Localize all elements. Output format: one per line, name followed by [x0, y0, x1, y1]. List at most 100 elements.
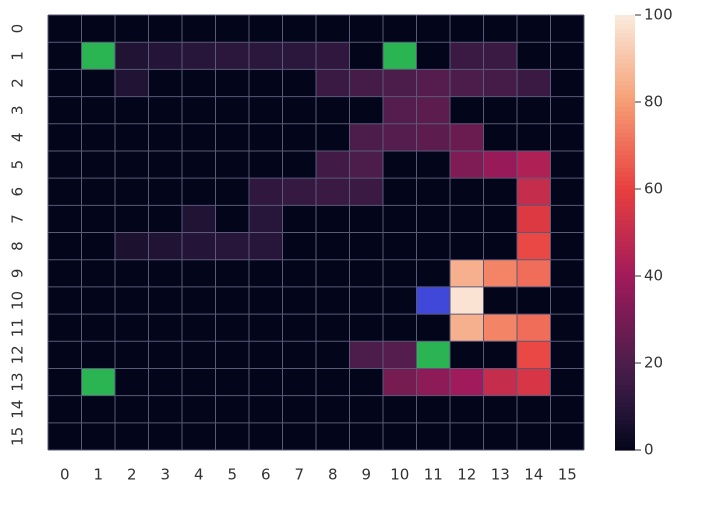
heatmap-cell — [349, 314, 383, 342]
colorbar-segment — [615, 419, 635, 425]
colorbar-segment — [615, 102, 635, 107]
heatmap-cell — [182, 205, 216, 233]
colorbar-segment — [615, 371, 635, 377]
heatmap-cell — [249, 205, 283, 233]
heatmap-cell — [282, 123, 316, 151]
colorbar-segment — [615, 271, 635, 277]
heatmap-cell — [81, 422, 115, 450]
heatmap-cell — [517, 286, 551, 315]
heatmap-cell — [182, 15, 216, 43]
heatmap-cell — [316, 368, 350, 396]
heatmap-cell — [148, 395, 182, 423]
heatmap-cell — [249, 314, 283, 342]
heatmap-cell — [517, 205, 551, 233]
heatmap-cell — [416, 368, 450, 396]
heatmap-cell — [517, 422, 551, 450]
colorbar-segment — [615, 23, 635, 29]
heatmap-cell — [416, 205, 450, 233]
heatmap-cell — [517, 341, 551, 369]
colorbar-segment — [615, 410, 635, 416]
heatmap-cell — [383, 232, 417, 260]
heatmap-cell — [115, 15, 149, 43]
y-tick-label: 12 — [9, 345, 27, 364]
colorbar-segment — [615, 306, 635, 312]
heatmap-cell — [48, 286, 82, 315]
heatmap-cell — [148, 314, 182, 342]
heatmap-cell — [249, 368, 283, 396]
heatmap-cell — [349, 232, 383, 260]
heatmap-cell — [48, 123, 82, 151]
y-tick-label: 4 — [9, 133, 27, 143]
heatmap-cell — [48, 368, 82, 396]
colorbar-segment — [615, 54, 635, 60]
heatmap-cell — [115, 395, 149, 423]
heatmap-cell — [81, 286, 115, 315]
heatmap-cell — [550, 259, 584, 287]
x-tick-label: 0 — [60, 466, 70, 484]
heatmap-cell — [450, 178, 484, 206]
colorbar-segment — [615, 136, 635, 142]
colorbar-segment — [615, 406, 635, 412]
heatmap-cell — [450, 232, 484, 260]
colorbar-segment — [615, 202, 635, 207]
heatmap-cell — [483, 232, 517, 260]
heatmap-cell — [215, 15, 249, 43]
colorbar-segment — [615, 97, 635, 103]
heatmap-cell — [316, 123, 350, 151]
heatmap-cell — [550, 42, 584, 70]
colorbar-segment — [615, 115, 635, 120]
heatmap-cell — [148, 286, 182, 315]
heatmap-cell — [450, 69, 484, 97]
heatmap-cell — [316, 178, 350, 206]
heatmap-cell — [383, 259, 417, 287]
colorbar-segment — [615, 67, 635, 73]
heatmap-cell — [215, 368, 249, 396]
heatmap-cell — [182, 150, 216, 179]
heatmap-cell — [517, 314, 551, 342]
heatmap-cell — [316, 422, 350, 450]
heatmap-cell — [550, 314, 584, 342]
heatmap-cell — [383, 314, 417, 342]
heatmap-cell — [182, 259, 216, 287]
heatmap-cell — [148, 123, 182, 151]
heatmap-cell — [383, 15, 417, 43]
heatmap-cell — [249, 123, 283, 151]
heatmap-cell — [215, 395, 249, 423]
heatmap-cell — [148, 422, 182, 450]
colorbar-segment — [615, 167, 635, 173]
heatmap-cell — [215, 150, 249, 179]
y-tick-label: 6 — [9, 187, 27, 197]
heatmap-cell — [182, 286, 216, 315]
heatmap-cell — [416, 314, 450, 342]
heatmap-cell — [416, 42, 450, 70]
colorbar-segment — [615, 319, 635, 325]
heatmap-cell — [215, 205, 249, 233]
heatmap-cell — [483, 15, 517, 43]
colorbar-segment — [615, 415, 635, 421]
colorbar-segment — [615, 345, 635, 351]
heatmap-cell — [483, 422, 517, 450]
heatmap-cell — [282, 150, 316, 179]
colorbar-segment — [615, 219, 635, 225]
colorbar-segment — [615, 193, 635, 199]
heatmap-cell — [48, 232, 82, 260]
x-tick-label: 1 — [93, 466, 103, 484]
heatmap-cell — [316, 314, 350, 342]
colorbar-segment — [615, 293, 635, 299]
highlight-cell — [81, 42, 115, 70]
colorbar-segment — [615, 289, 635, 294]
colorbar-segment — [615, 267, 635, 273]
heatmap-cell — [282, 368, 316, 396]
heatmap-cell — [148, 259, 182, 287]
colorbar-segment — [615, 71, 635, 77]
heatmap-cell — [416, 259, 450, 287]
heatmap-cell — [349, 259, 383, 287]
heatmap-cell — [115, 178, 149, 206]
colorbar-segment — [615, 180, 635, 186]
heatmap-cell — [81, 69, 115, 97]
heatmap-cell — [215, 314, 249, 342]
heatmap-cell — [249, 69, 283, 97]
colorbar-segment — [615, 397, 635, 403]
heatmap-cell — [450, 123, 484, 151]
heatmap-cell — [282, 69, 316, 97]
